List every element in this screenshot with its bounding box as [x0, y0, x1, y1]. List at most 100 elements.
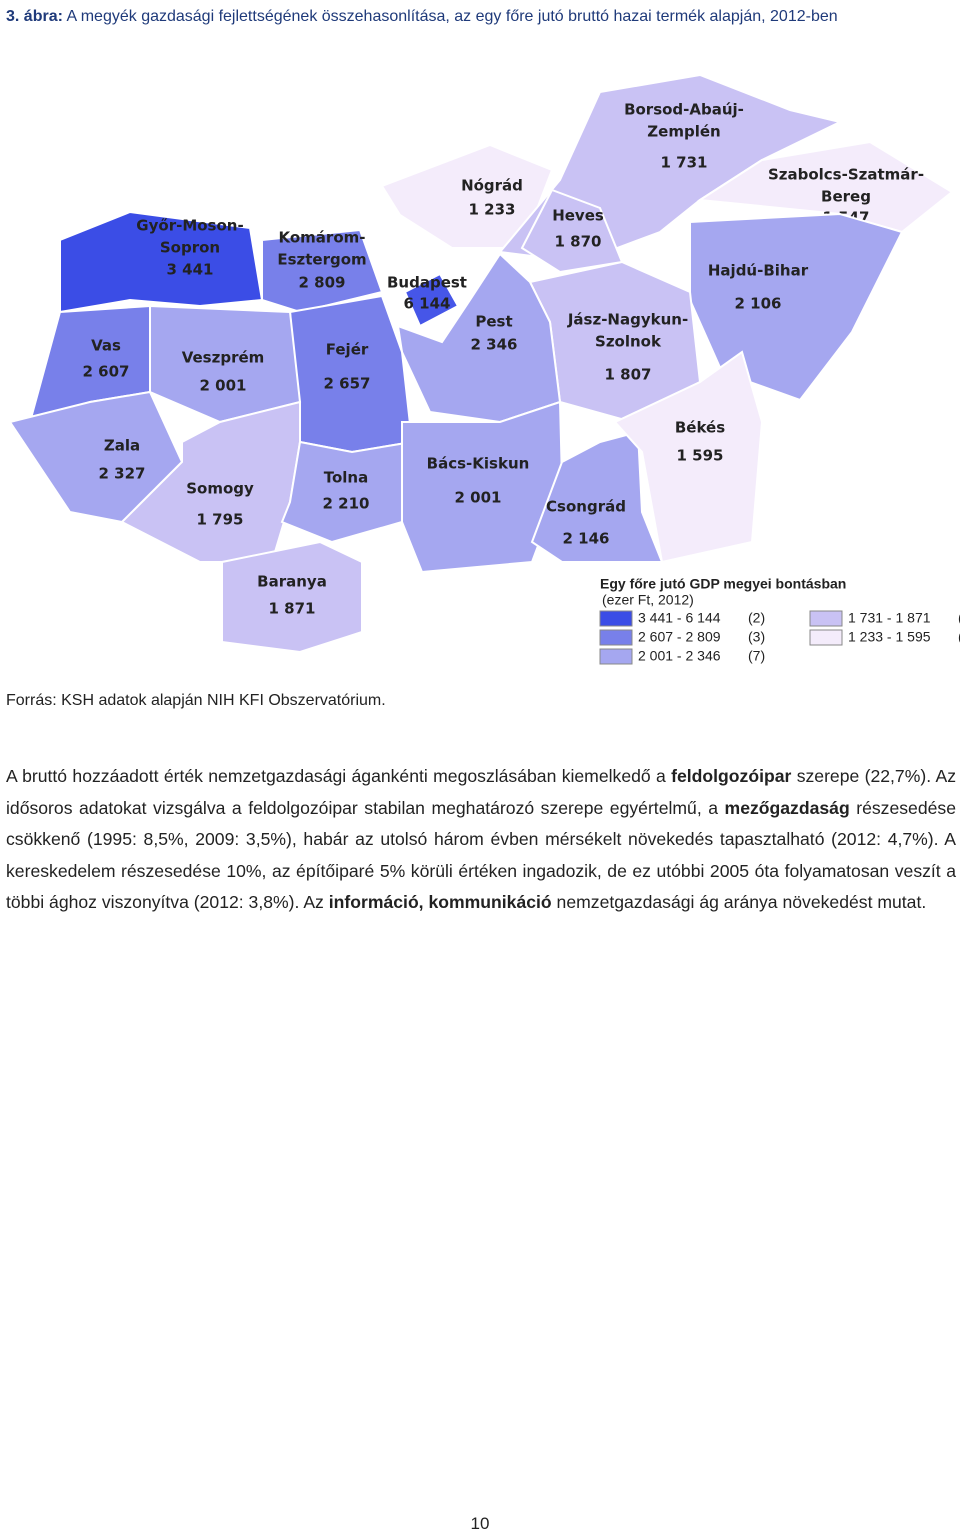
region: Bács-Kiskun 2 001	[401, 400, 564, 574]
region: Budapest 6 144	[387, 272, 467, 328]
region-name: Heves	[552, 207, 604, 225]
region-name: Pest	[475, 313, 512, 331]
region-value: 2 001	[200, 377, 247, 395]
region-name: Sopron	[160, 239, 220, 257]
region-name: Szabolcs-Szatmár-	[768, 166, 924, 184]
legend-count: (7)	[748, 648, 765, 664]
bold-text: feldolgozóipar	[671, 766, 792, 786]
region: Fejér 2 657	[288, 294, 414, 454]
region-shape	[261, 228, 384, 314]
region: Szabolcs-Szatmár-Bereg1 547	[697, 140, 954, 234]
region-name: Baranya	[257, 573, 327, 591]
region-shape	[221, 540, 363, 654]
caption-text: A megyék gazdasági fejlettségének összeh…	[66, 8, 838, 25]
region-shape	[396, 252, 562, 424]
region-value: 1 870	[555, 233, 602, 251]
region-shape	[520, 188, 624, 274]
region: Tolna 2 210	[280, 440, 414, 544]
region-shape	[613, 350, 764, 564]
legend-range: 1 233 - 1 595	[848, 629, 931, 645]
legend-count: (3)	[748, 629, 765, 645]
region-value: 2 809	[299, 274, 346, 292]
legend-swatch	[809, 629, 843, 646]
region-name: Somogy	[186, 480, 254, 498]
region-shape	[59, 210, 264, 314]
legend-count: (3)	[958, 629, 960, 645]
bold-text: mezőgazdaság	[724, 797, 850, 818]
region-name: Jász-Nagykun-	[567, 311, 688, 329]
legend-count: (2)	[748, 610, 765, 626]
region: Somogy 1 795	[120, 400, 301, 563]
region-value: 1 731	[661, 154, 708, 172]
legend-range: 3 441 - 6 144	[638, 610, 721, 626]
map: Győr-Moson- Sopron 3 441 Komárom- Esztergom 2…	[8, 73, 960, 665]
region-value: 2 001	[455, 489, 502, 507]
region-name: Fejér	[326, 341, 369, 359]
region-name: Győr-Moson-	[136, 217, 243, 235]
legend-swatch	[809, 610, 843, 627]
caption-label: 3. ábra:	[6, 8, 63, 25]
legend-range: 2 001 - 2 346	[638, 648, 721, 664]
region-name: Budapest	[387, 274, 467, 292]
region-value: 1 233	[469, 201, 516, 219]
text-run: A bruttó hozzáadott érték nemzetgazdaság…	[6, 766, 672, 786]
region-value: 6 144	[404, 295, 451, 313]
region-value: 3 441	[167, 261, 214, 279]
region-name: Csongrád	[546, 498, 626, 516]
region-shape	[280, 440, 414, 544]
region-name: Bács-Kiskun	[427, 455, 530, 473]
text-run: részesedése csökkenő (1995: 8,5%, 2009: …	[6, 797, 956, 913]
region: Pest 2 346	[396, 252, 562, 424]
region-value: 1 595	[677, 447, 724, 465]
region-name: Békés	[675, 419, 725, 437]
region-value: 2 106	[735, 295, 782, 313]
text-run: nemzetgazdasági ág aránya növekedést mut…	[551, 892, 927, 912]
bold-text: információ, kommunikáció	[328, 892, 552, 912]
legend-range: 1 731 - 1 871	[848, 610, 931, 626]
region-shape	[403, 272, 460, 328]
source-note: Forrás: KSH adatok alapján NIH KFI Obsze…	[6, 692, 386, 709]
region-shape	[120, 400, 301, 563]
text-run: szerepe (22,7%). Az idősoros adatokat vi…	[6, 766, 956, 818]
region: Baranya 1 871	[221, 540, 363, 654]
legend-swatch	[599, 610, 633, 627]
region-shape	[530, 430, 664, 563]
region: Békés 1 595	[613, 350, 764, 564]
region-value: 2 146	[563, 530, 610, 548]
legend-count: (5)	[958, 610, 960, 626]
region-name: Veszprém	[182, 349, 265, 367]
legend-swatch	[599, 648, 633, 665]
region-value: 1 871	[269, 600, 316, 618]
legend-swatch	[599, 629, 633, 646]
region: Komárom- Esztergom 2 809	[261, 228, 384, 314]
paragraph: A bruttó hozzáadott érték nemzetgazdaság…	[6, 761, 956, 919]
legend: Egy főre jutó GDP megyei bontásban(ezer …	[599, 576, 960, 665]
legend-title: Egy főre jutó GDP megyei bontásban	[600, 576, 846, 592]
region-name: Hajdú-Bihar	[708, 262, 809, 280]
legend-range: 2 607 - 2 809	[638, 629, 721, 645]
legend-subtitle: (ezer Ft, 2012)	[602, 592, 694, 608]
region-value: 2 607	[83, 363, 130, 381]
region-value: 2 657	[324, 375, 371, 393]
figure-caption: 3. ábra: A megyék gazdasági fejlettségén…	[6, 4, 956, 30]
region-name: Esztergom	[277, 251, 366, 269]
region-value: 1 795	[197, 511, 244, 529]
region: Győr-Moson- Sopron 3 441	[59, 210, 264, 314]
region: Veszprém 2 001	[149, 304, 302, 424]
region-name: Borsod-Abaúj-	[624, 101, 744, 119]
region-name: Zemplén	[647, 123, 720, 141]
region: Heves 1 870	[520, 188, 624, 274]
region-name: Vas	[91, 337, 121, 355]
region-name: Komárom-	[279, 229, 366, 247]
region-name: Szolnok	[595, 333, 662, 351]
page-number: 10	[470, 1514, 490, 1533]
region: Csongrád 2 146	[530, 430, 664, 563]
region-name: Tolna	[324, 469, 369, 487]
region-value: 1 807	[605, 366, 652, 384]
region-name: Zala	[104, 437, 140, 455]
region-name: Nógrád	[461, 177, 523, 195]
region-name: Bereg	[821, 188, 871, 206]
region-value: 2 327	[99, 465, 146, 483]
